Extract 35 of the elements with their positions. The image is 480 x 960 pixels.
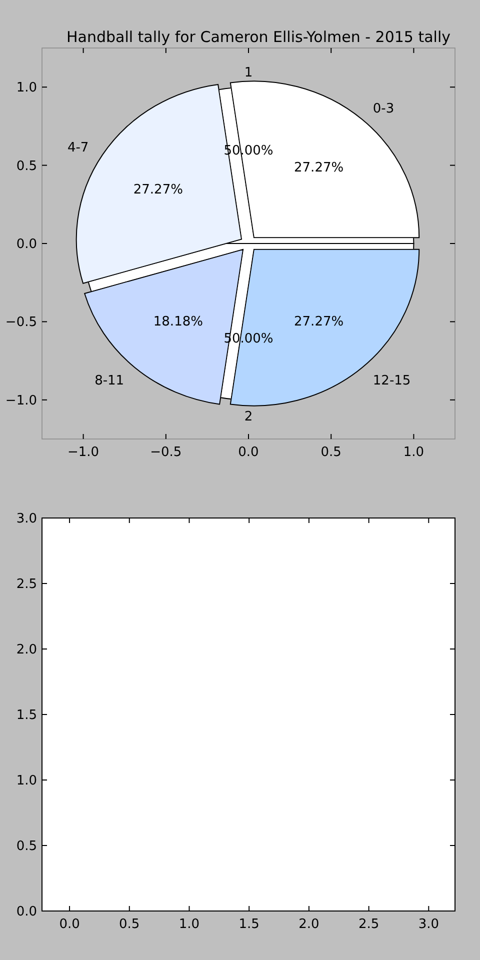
x-tick-label: −0.5 [150,445,182,460]
slice-label: 4-7 [67,140,89,156]
y-tick-label: −0.5 [5,315,37,330]
y-tick-label: 2.5 [16,577,37,592]
chart-title: Handball tally for Cameron Ellis-Yolmen - 2015 tally [66,28,451,46]
data-label: 27.27% [294,160,344,176]
slice-label: 2 [244,410,253,425]
x-tick-label: 3.0 [418,917,440,932]
y-tick-label: 0.0 [16,904,37,920]
slice-label: 12-15 [372,373,411,388]
y-tick-label: 0.5 [16,158,37,174]
x-tick-label: 1.0 [178,917,200,932]
y-tick-label: 1.0 [16,80,37,96]
y-tick-label: −1.0 [5,393,37,408]
x-tick-label: 2.5 [358,917,380,932]
y-tick-label: 0.5 [16,839,37,854]
slice-label: 8-11 [94,373,124,388]
x-tick-label: 1.5 [238,917,260,932]
y-tick-label: 1.5 [16,708,37,723]
y-tick-label: 2.0 [16,642,37,658]
x-tick-label: 0.5 [119,917,140,932]
slice-label: 1 [244,65,253,80]
x-tick-label: 0.0 [59,917,80,932]
data-label: 18.18% [153,314,203,330]
y-tick-label: 0.0 [16,237,37,252]
data-label: 27.27% [294,314,344,330]
x-tick-label: 1.0 [403,445,424,460]
x-tick-label: 0.5 [320,445,342,460]
y-tick-label: 1.0 [16,774,37,788]
data-label: 27.27% [133,182,183,198]
x-tick-label: −1.0 [68,445,100,460]
x-tick-label: 2.0 [298,917,320,932]
x-tick-label: 0.0 [238,445,259,460]
y-tick-label: 3.0 [16,512,37,526]
slice-label: 0-3 [372,102,394,117]
